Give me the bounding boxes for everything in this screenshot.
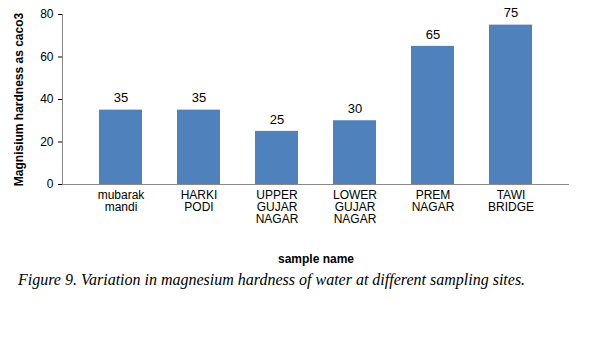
- svg-text:HARKIPODI: HARKIPODI: [181, 188, 218, 214]
- svg-text:30: 30: [348, 101, 362, 116]
- svg-text:PREMNAGAR: PREMNAGAR: [412, 188, 455, 214]
- svg-text:40: 40: [40, 92, 54, 106]
- svg-text:sample name: sample name: [278, 252, 354, 266]
- svg-text:mubarakmandi: mubarakmandi: [98, 188, 146, 214]
- svg-text:0: 0: [47, 177, 54, 191]
- svg-text:LOWERGUJARNAGAR: LOWERGUJARNAGAR: [333, 188, 377, 226]
- svg-text:35: 35: [114, 90, 128, 105]
- svg-text:65: 65: [426, 27, 440, 42]
- svg-text:25: 25: [270, 112, 284, 127]
- svg-text:UPPERGUJARNAGAR: UPPERGUJARNAGAR: [256, 188, 299, 226]
- svg-text:TAWIBRIDGE: TAWIBRIDGE: [488, 188, 534, 214]
- svg-text:75: 75: [504, 5, 518, 20]
- svg-text:35: 35: [192, 90, 206, 105]
- svg-text:Magnisium hardness as caco3: Magnisium hardness as caco3: [12, 12, 26, 186]
- svg-text:80: 80: [40, 7, 54, 21]
- svg-text:60: 60: [40, 50, 54, 64]
- html-text:Figure 9. Variation in magnesi: Figure 9. Variation in magnesium hardnes…: [18, 271, 526, 288]
- svg-text:20: 20: [40, 135, 54, 149]
